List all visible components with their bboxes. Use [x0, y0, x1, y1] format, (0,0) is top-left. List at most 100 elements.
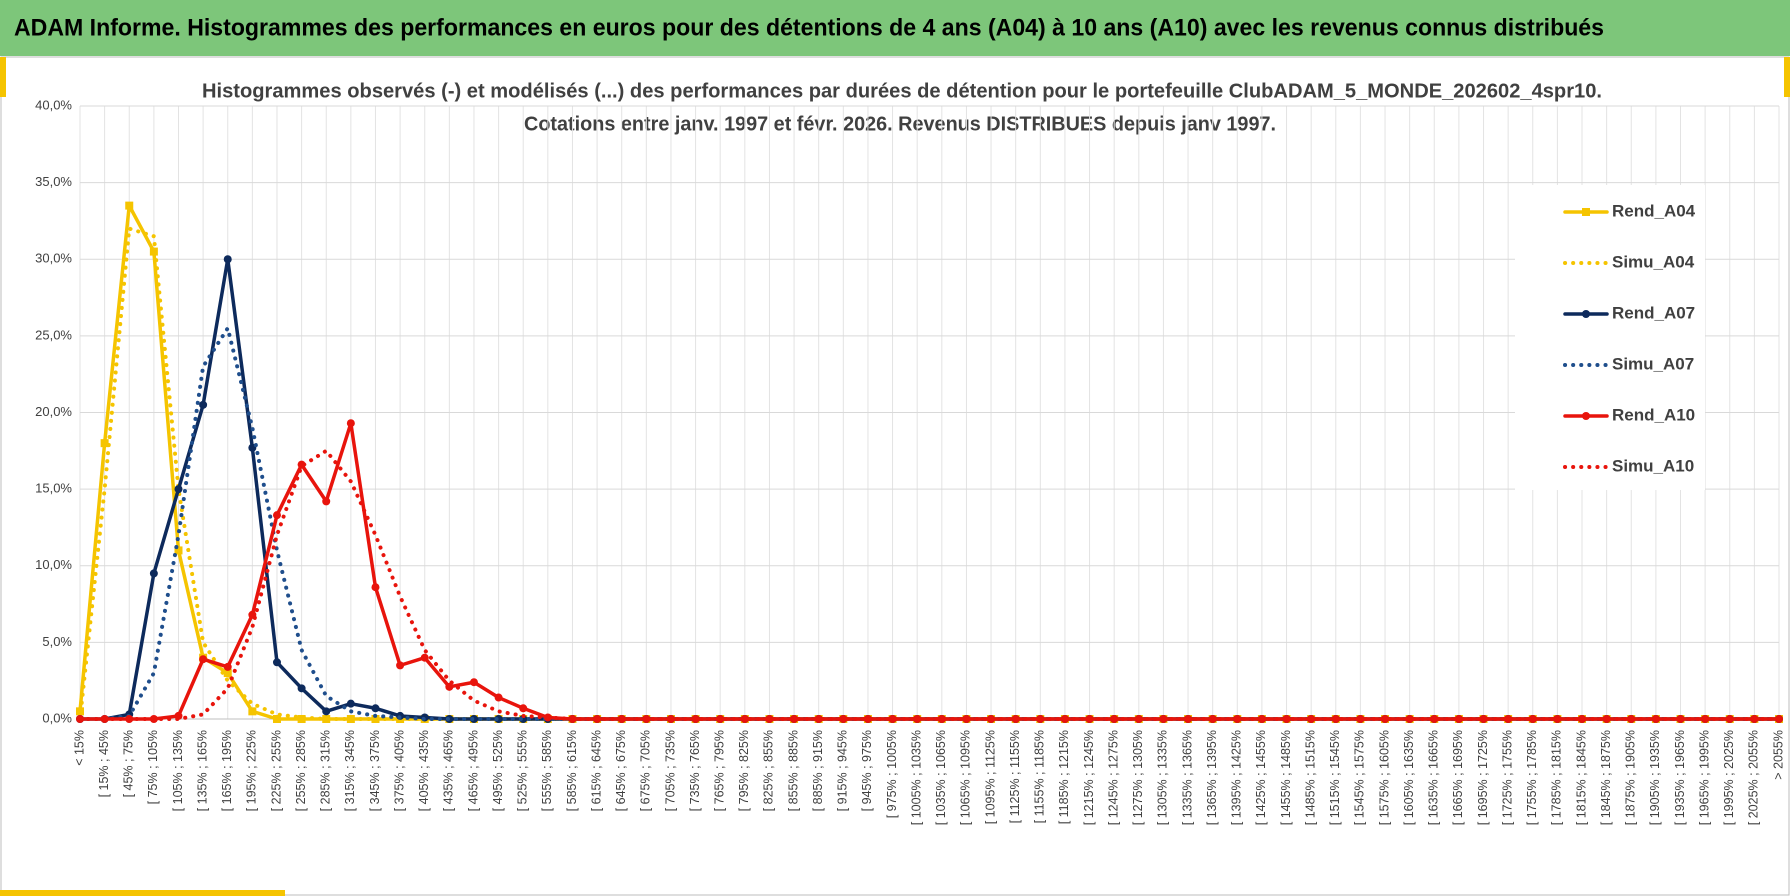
- marker: [937, 715, 946, 723]
- x-tick-label: [ 915% ; 945%: [836, 730, 850, 811]
- y-tick-label: 5,0%: [42, 634, 72, 649]
- marker: [494, 693, 503, 702]
- marker: [469, 678, 478, 687]
- x-tick-label: [ 1125% ; 1155%: [1008, 730, 1022, 823]
- x-tick-label: [ 945% ; 975%: [860, 730, 874, 811]
- marker: [272, 511, 281, 520]
- x-tick-label: [ 1665% ; 1695%: [1451, 730, 1465, 825]
- x-tick-label: [ 1875% ; 1905%: [1624, 730, 1638, 825]
- x-tick-label: [ 1215% ; 1245%: [1082, 730, 1096, 825]
- x-tick-label: [ 1035% ; 1065%: [934, 730, 948, 825]
- marker: [839, 715, 848, 723]
- marker: [420, 653, 429, 662]
- x-tick-label: [ 315% ; 345%: [343, 730, 357, 811]
- marker: [1553, 715, 1562, 723]
- accent: [1784, 57, 1790, 97]
- x-tick-label: [ 1935% ; 1965%: [1673, 730, 1687, 825]
- x-tick-label: [ 675% ; 705%: [639, 730, 653, 811]
- marker: [1504, 715, 1513, 723]
- x-tick-label: [ 1725% ; 1755%: [1500, 730, 1514, 825]
- x-tick-label: [ 1695% ; 1725%: [1476, 730, 1490, 825]
- x-tick-label: [ 135% ; 165%: [195, 730, 209, 811]
- marker: [1479, 715, 1488, 723]
- marker: [322, 497, 331, 506]
- marker: [987, 715, 996, 723]
- marker: [174, 485, 183, 494]
- x-tick-label: [ 1185% ; 1215%: [1057, 730, 1071, 824]
- marker: [1578, 715, 1587, 723]
- x-tick-label: [ 525% ; 555%: [516, 730, 530, 811]
- x-tick-label: [ 585% ; 615%: [565, 730, 579, 811]
- x-tick-label: [ 1965% ; 1995%: [1697, 730, 1711, 825]
- marker: [223, 669, 232, 678]
- x-tick-label: [ 1485% ; 1515%: [1303, 730, 1317, 825]
- x-tick-label: [ 1905% ; 1935%: [1648, 730, 1662, 825]
- marker: [1381, 715, 1390, 723]
- marker: [174, 546, 183, 555]
- chart-subtitle: Cotations entre janv. 1997 et févr. 2026…: [524, 113, 1276, 135]
- x-tick-label: [ 1335% ; 1365%: [1180, 730, 1194, 825]
- x-tick-label: [ 375% ; 405%: [392, 730, 406, 811]
- x-tick-label: [ 225% ; 255%: [269, 730, 283, 811]
- legend-label: Simu_A07: [1612, 354, 1694, 373]
- x-tick-label: [ 1095% ; 1125%: [983, 730, 997, 824]
- legend-label: Rend_A04: [1612, 201, 1696, 220]
- marker: [519, 704, 528, 713]
- marker: [223, 662, 232, 671]
- x-tick-label: [ 45% ; 75%: [122, 730, 136, 797]
- x-tick-label: [ 1575% ; 1605%: [1377, 730, 1391, 825]
- marker: [962, 715, 971, 723]
- marker: [1331, 715, 1340, 723]
- x-tick-label: [ 15% ; 45%: [97, 730, 111, 797]
- x-tick-label: [ 735% ; 765%: [688, 730, 702, 811]
- marker: [765, 715, 774, 723]
- x-tick-label: [ 1605% ; 1635%: [1402, 730, 1416, 825]
- x-tick-label: [ 765% ; 795%: [712, 730, 726, 811]
- y-tick-label: 30,0%: [35, 251, 72, 266]
- y-tick-label: 0,0%: [42, 710, 72, 725]
- y-tick-label: 35,0%: [35, 174, 72, 189]
- x-tick-label: [ 345% ; 375%: [368, 730, 382, 811]
- marker: [346, 419, 355, 428]
- x-tick-label: < 15%: [72, 730, 86, 766]
- marker: [272, 715, 281, 723]
- legend-marker: [1582, 310, 1590, 318]
- chart-title: Histogrammes observés (-) et modélisés (…: [202, 80, 1602, 102]
- x-tick-label: [ 1755% ; 1785%: [1525, 730, 1539, 825]
- marker: [814, 715, 823, 723]
- x-tick-label: [ 1065% ; 1095%: [959, 730, 973, 825]
- x-tick-label: [ 885% ; 915%: [811, 730, 825, 811]
- marker: [1356, 715, 1365, 723]
- x-tick-label: [ 855% ; 885%: [786, 730, 800, 811]
- x-tick-label: [ 465% ; 495%: [466, 730, 480, 811]
- marker: [322, 707, 331, 716]
- x-tick-label: [ 645% ; 675%: [614, 730, 628, 811]
- marker: [297, 684, 306, 693]
- marker: [272, 658, 281, 667]
- legend-label: Rend_A07: [1612, 303, 1695, 322]
- marker: [125, 201, 134, 210]
- x-tick-label: [ 405% ; 435%: [417, 730, 431, 811]
- legend-marker: [1582, 208, 1590, 216]
- x-tick-label: [ 555% ; 585%: [540, 730, 554, 811]
- header-title: ADAM Informe. Histogrammes des performan…: [14, 14, 1604, 41]
- marker: [199, 400, 208, 409]
- x-tick-label: [ 1155% ; 1185%: [1033, 730, 1047, 823]
- y-tick-label: 20,0%: [35, 404, 72, 419]
- chart-frame: [0, 56, 1790, 896]
- marker: [396, 661, 405, 670]
- x-tick-label: [ 105% ; 135%: [171, 730, 185, 811]
- x-tick-label: [ 1005% ; 1035%: [909, 730, 923, 825]
- marker: [149, 569, 158, 578]
- x-tick-label: [ 1275% ; 1305%: [1131, 730, 1145, 825]
- x-tick-label: [ 975% ; 1005%: [885, 730, 899, 818]
- marker: [371, 704, 380, 713]
- marker: [888, 715, 897, 723]
- x-tick-label: [ 825% ; 855%: [762, 730, 776, 811]
- series-line: [78, 448, 1781, 721]
- marker: [248, 707, 257, 716]
- x-tick-label: [ 75% ; 105%: [146, 730, 160, 804]
- x-tick-label: > 2055%: [1771, 730, 1785, 780]
- legend-box: [1515, 185, 1705, 490]
- y-tick-label: 25,0%: [35, 327, 72, 342]
